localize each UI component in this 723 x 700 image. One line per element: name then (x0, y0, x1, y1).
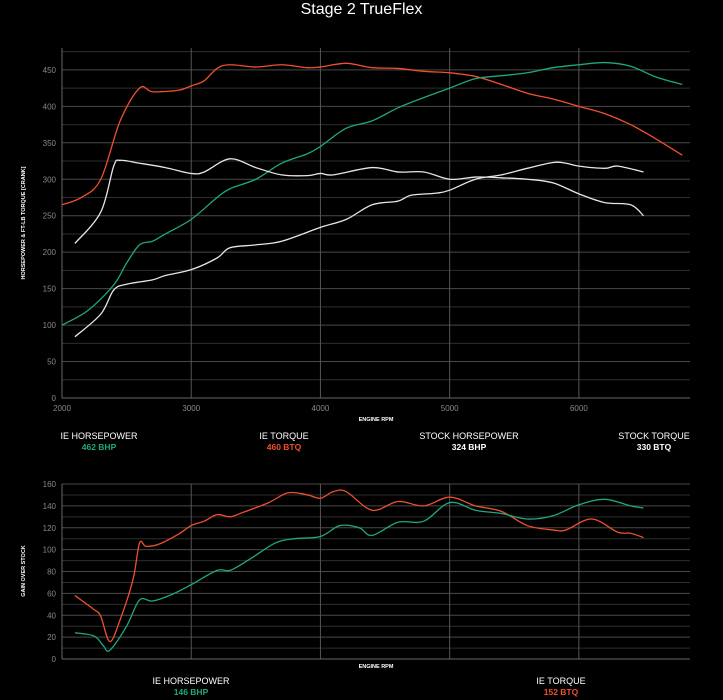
y-axis-title: GAIN OVER STOCK (21, 545, 27, 597)
legend-label: IE TORQUE (259, 431, 309, 441)
series-line-ie-horsepower (61, 61, 683, 326)
y-tick-label: 140 (43, 502, 57, 511)
legend-value: 152 BTQ (543, 687, 579, 697)
series-line-ie-torque (61, 62, 683, 206)
y-tick-label: 160 (43, 480, 57, 489)
y-tick-label: 20 (47, 633, 56, 642)
series-line-stock (74, 158, 644, 244)
x-tick-label: 6000 (570, 404, 588, 413)
y-tick-label: 50 (47, 358, 56, 367)
y-tick-label: 250 (43, 212, 57, 221)
legend-value: 460 BTQ (266, 442, 302, 452)
legend-item: STOCK HORSEPOWER 324 BHP (419, 431, 518, 453)
power-torque-chart: 0 50 100 150 200 250 300 350 400 450 2000 3000 4000 5… (21, 48, 690, 423)
y-tick-label: 60 (47, 589, 56, 598)
legend-value: 324 BHP (451, 442, 487, 452)
legend-item: IE HORSEPOWER 462 BHP (60, 431, 137, 453)
y-tick-label: 100 (43, 546, 57, 555)
y-axis-title: HORSEPOWER & FT-LB TORQUE [CRANK] (21, 166, 27, 279)
legend-label: IE HORSEPOWER (152, 676, 230, 686)
legend-item: IE TORQUE 152 BTQ (536, 676, 585, 698)
y-tick-label: 120 (43, 524, 57, 533)
legend-label: IE TORQUE (536, 676, 586, 686)
legend-item: STOCK TORQUE 330 BTQ (618, 431, 690, 453)
chart-title: Stage 2 TrueFlex (300, 1, 423, 18)
y-tick-label: 400 (43, 102, 57, 111)
y-tick-label: 100 (43, 321, 57, 330)
y-tick-label: 200 (43, 248, 57, 257)
x-tick-label: 5000 (441, 404, 459, 413)
legend-label: STOCK HORSEPOWER (419, 431, 519, 441)
legend-value: 330 BTQ (636, 442, 672, 452)
legend-value: 146 BHP (173, 687, 209, 697)
legend-value: 462 BHP (81, 442, 117, 452)
legend-item: IE HORSEPOWER 146 BHP (152, 676, 229, 698)
legend-item: IE TORQUE 460 BTQ (259, 431, 308, 453)
y-tick-label: 300 (43, 175, 57, 184)
series-line-ie-torque (74, 489, 644, 643)
y-tick-label: 0 (52, 394, 57, 403)
x-axis-title: ENGINE RPM (359, 664, 394, 670)
y-tick-label: 450 (43, 66, 57, 75)
legend-label: STOCK TORQUE (618, 431, 690, 441)
y-tick-label: 0 (52, 655, 57, 664)
series-line-stock (74, 161, 644, 338)
y-tick-label: 150 (43, 285, 57, 294)
y-tick-label: 80 (47, 568, 56, 577)
x-tick-label: 3000 (182, 404, 200, 413)
x-tick-label: 4000 (312, 404, 330, 413)
x-axis-title: ENGINE RPM (359, 417, 394, 423)
gain-chart: 0 20 40 60 80 100 120 140 160 ENGINE RPM GAIN OVER… (21, 480, 690, 670)
y-tick-label: 350 (43, 139, 57, 148)
legend-label: IE HORSEPOWER (60, 431, 138, 441)
x-tick-label: 2000 (53, 404, 71, 413)
y-tick-label: 40 (47, 611, 56, 620)
series-line-ie-horsepower (74, 498, 644, 652)
